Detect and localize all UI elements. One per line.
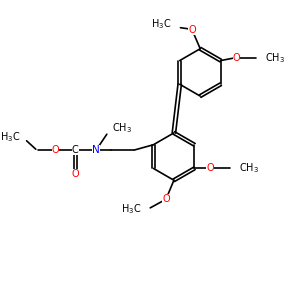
Text: H$_3$C: H$_3$C	[121, 202, 141, 216]
Text: O: O	[52, 145, 59, 155]
Text: H$_3$C: H$_3$C	[0, 130, 20, 144]
Text: CH$_3$: CH$_3$	[112, 121, 132, 134]
Text: O: O	[188, 25, 196, 35]
Text: N: N	[92, 145, 100, 155]
Text: H$_3$C: H$_3$C	[151, 17, 171, 31]
Text: O: O	[71, 169, 79, 179]
Text: O: O	[233, 53, 240, 63]
Text: O: O	[162, 194, 170, 204]
Text: CH$_3$: CH$_3$	[239, 161, 259, 175]
Text: CH$_3$: CH$_3$	[266, 51, 285, 65]
Text: C: C	[72, 145, 79, 155]
Text: O: O	[206, 164, 214, 173]
